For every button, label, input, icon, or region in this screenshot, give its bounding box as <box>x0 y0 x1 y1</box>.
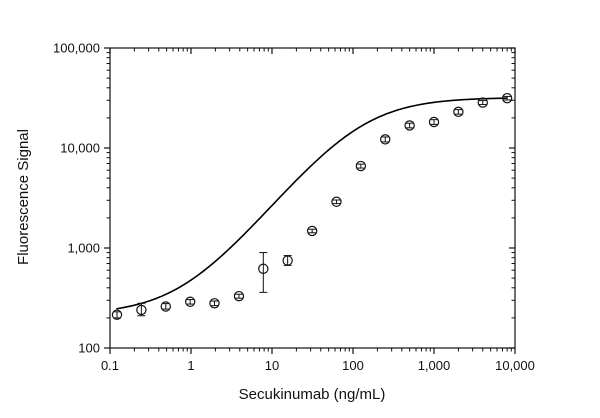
data-point <box>453 106 464 118</box>
x-tick-label: 1 <box>187 358 194 373</box>
fit-curve-group <box>116 97 508 310</box>
data-point-group <box>111 309 123 320</box>
data-point-group <box>380 134 391 145</box>
data-point <box>111 309 123 320</box>
data-point-group <box>428 116 440 128</box>
data-point-group <box>306 225 318 237</box>
data-point <box>282 255 293 266</box>
data-points-group <box>111 92 513 320</box>
data-point-group <box>209 298 220 309</box>
x-tick-label: 10 <box>265 358 279 373</box>
data-point <box>136 304 147 316</box>
y-tick-label: 100 <box>78 341 100 356</box>
data-point <box>477 97 488 108</box>
x-tick-label: 0.1 <box>101 358 119 373</box>
data-point <box>209 298 220 309</box>
data-point <box>355 160 367 172</box>
data-point <box>501 92 513 104</box>
fit-curve <box>116 97 508 310</box>
y-tick-label: 10,000 <box>60 141 100 156</box>
data-point <box>380 134 391 145</box>
data-point <box>306 225 318 237</box>
data-point <box>404 120 415 131</box>
axes-group: 0.1 1 10 100 1,000 10,000 100 1,000 10,000 100,00… <box>53 41 535 374</box>
x-tick-label: 10,000 <box>495 358 535 373</box>
data-point-group <box>160 301 171 312</box>
data-point <box>233 290 245 302</box>
data-point-group <box>355 160 367 172</box>
plot-frame <box>109 47 516 349</box>
y-tick-label: 100,000 <box>53 41 100 56</box>
data-point <box>160 301 171 312</box>
data-point <box>184 296 196 307</box>
data-point-group <box>477 97 488 108</box>
data-point-group <box>136 302 147 317</box>
data-point-group <box>258 252 269 293</box>
data-point-group <box>184 296 196 307</box>
x-axis-title: Secukinumab (ng/mL) <box>239 386 386 403</box>
data-point-group <box>501 92 513 104</box>
plot-frame-group <box>109 47 516 349</box>
y-tick-label: 1,000 <box>67 241 100 256</box>
data-point <box>258 263 269 274</box>
x-tick-label: 1,000 <box>418 358 451 373</box>
data-point-group <box>404 120 415 131</box>
y-axis-title: Fluorescence Signal <box>15 129 32 265</box>
x-tick-label: 100 <box>342 358 364 373</box>
data-point-group <box>331 196 342 207</box>
data-point <box>331 196 342 207</box>
data-point-group <box>233 290 245 302</box>
data-point-group <box>453 106 464 118</box>
data-point <box>428 116 440 128</box>
data-point-group <box>282 255 293 266</box>
